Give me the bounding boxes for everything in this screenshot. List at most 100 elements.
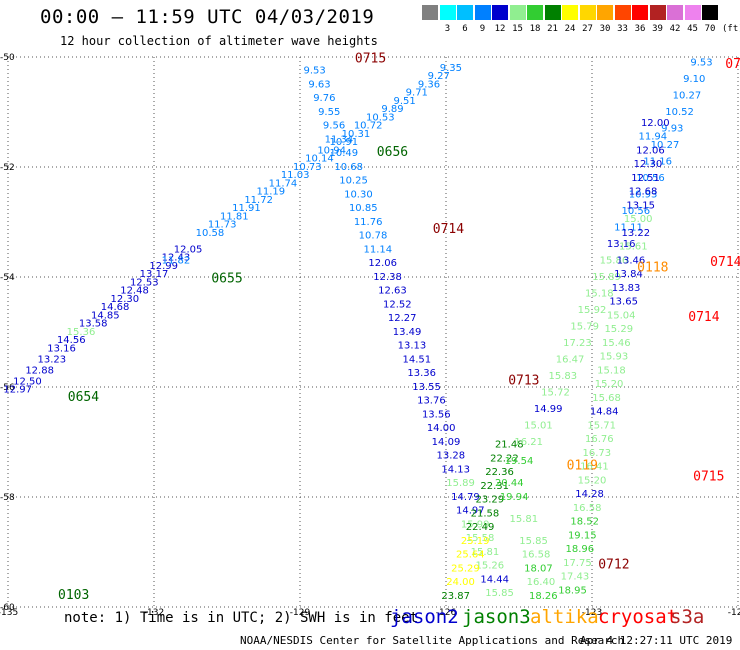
satellite-name-cryosat: cryosat [598,606,679,628]
wave-height-value: 16.58 [522,550,551,561]
legend-swatch [474,5,491,20]
wave-height-value: 11.82 [162,255,191,266]
legend-label: 12 [494,24,506,34]
wave-height-value: 17.43 [561,572,590,583]
wave-height-value: 11.16 [643,156,672,167]
wave-height-value: 22.36 [485,467,514,478]
wave-height-value: 22.22 [490,453,519,464]
legend-swatch [667,5,683,20]
wave-height-value: 15.29 [604,324,633,335]
wave-height-value: 10.94 [317,145,346,156]
lat-tick-label: -56 [0,383,15,393]
wave-height-value: 9.53 [303,66,325,77]
wave-height-value: 11.34 [325,134,354,145]
wave-height-value: 14.85 [91,310,120,321]
wave-height-value: 13.65 [609,297,638,308]
wave-height-value: 15.86 [600,255,629,266]
satellite-name-s3a: s3a [670,606,705,628]
pass-time-label: 0714 [710,255,740,270]
legend-label: 70 [704,24,716,34]
wave-height-value: 18.07 [524,563,553,574]
wave-height-value: 10.58 [196,228,225,239]
wave-height-value: 15.85 [485,588,514,599]
satellite-name-jason2: jason2 [390,606,459,628]
wave-height-value: 11.19 [256,187,285,198]
credit-line: NOAA/NESDIS Center for Satellite Applica… [240,634,625,647]
satellite-name-jason3: jason3 [462,606,531,628]
wave-height-value: 15.79 [570,321,599,332]
wave-height-value: 13.56 [422,409,451,420]
footer-note: note: 1) Time is in UTC; 2) SWH is in fe… [64,610,419,626]
wave-height-value: 11.73 [208,220,237,231]
generated-timestamp: Apr 4 12:27:11 UTC 2019 [580,634,733,647]
wave-height-value: 16.47 [556,354,585,365]
wave-height-value: 19.15 [568,530,597,541]
wave-height-value: 15.72 [541,387,570,398]
wave-height-value: 23.87 [441,591,470,602]
wave-height-value: 25.29 [451,563,480,574]
wave-height-value: 13.23 [37,354,66,365]
wave-height-value: 15.18 [585,288,614,299]
wave-height-value: 15.93 [600,352,629,363]
wave-height-value: 12.53 [130,277,159,288]
wave-height-value: 21.48 [495,440,524,451]
wave-height-value: 9.51 [394,96,416,107]
wave-height-value: 10.56 [636,173,665,184]
legend-swatch [492,5,508,20]
wave-height-value: 12.51 [631,173,660,184]
legend-swatch [509,5,526,20]
wave-height-value: 13.22 [621,228,650,239]
wave-height-value: 11.72 [244,195,273,206]
wave-height-value: 9.76 [313,93,335,104]
wave-height-value: 16.41 [580,462,609,473]
legend-label: 39 [652,24,663,34]
pass-time-label: 0712 [598,558,629,573]
wave-height-value: 10.93 [629,189,658,200]
wave-height-value: 12.27 [388,313,417,324]
wave-height-value: 10.53 [366,112,395,123]
wave-height-value: 15.99 [461,519,490,530]
legend-swatch [579,5,596,20]
wave-height-value: 15.89 [446,478,475,489]
wave-height-value: 15.20 [595,379,624,390]
wave-height-value: 12.30 [110,294,139,305]
wave-height-value: 9.27 [428,71,450,82]
wave-height-value: 12.68 [629,187,658,198]
wave-height-value: 10.27 [651,140,680,151]
legend-label: 42 [669,24,681,34]
wave-height-value: 10.72 [354,121,383,132]
wave-height-value: 11.94 [639,132,668,143]
wave-height-value: 13.49 [393,327,422,338]
wave-height-value: 11.91 [232,203,261,214]
wave-height-value: 15.20 [578,475,607,486]
wave-height-value: 12.99 [149,261,178,272]
legend-label: 21 [547,24,558,34]
wave-height-value: 14.68 [101,302,130,313]
pass-time-label: 0714 [688,310,719,325]
pass-time-label: 07 [725,57,740,72]
wave-height-value: 15.00 [624,214,653,225]
wave-height-value: 14.13 [441,464,470,475]
wave-height-value: 14.00 [427,423,456,434]
wave-height-value: 9.55 [318,107,340,118]
wave-height-value: 16.76 [585,434,614,445]
legend-swatch [422,5,438,20]
wave-height-value: 11.76 [354,217,383,228]
wave-height-value: 9.93 [661,123,683,134]
wave-height-value: 12.50 [13,376,42,387]
lat-tick-label: -54 [0,273,15,283]
wave-height-value: 18.96 [566,544,595,555]
wave-height-value: 23.29 [475,495,504,506]
wave-height-value: 9.10 [683,74,705,85]
wave-height-value: 9.35 [440,63,462,74]
wave-height-value: 14.84 [590,407,619,418]
wave-height-value: 12.63 [378,286,407,297]
legend-swatch [439,5,456,20]
wave-height-value: 15.71 [587,420,616,431]
wave-height-value: 19.54 [505,456,534,467]
wave-height-value: 12.06 [368,258,397,269]
pass-time-label: 0103 [58,588,89,603]
wave-height-value: 12.06 [636,145,665,156]
wave-height-value: 12.97 [3,385,32,396]
